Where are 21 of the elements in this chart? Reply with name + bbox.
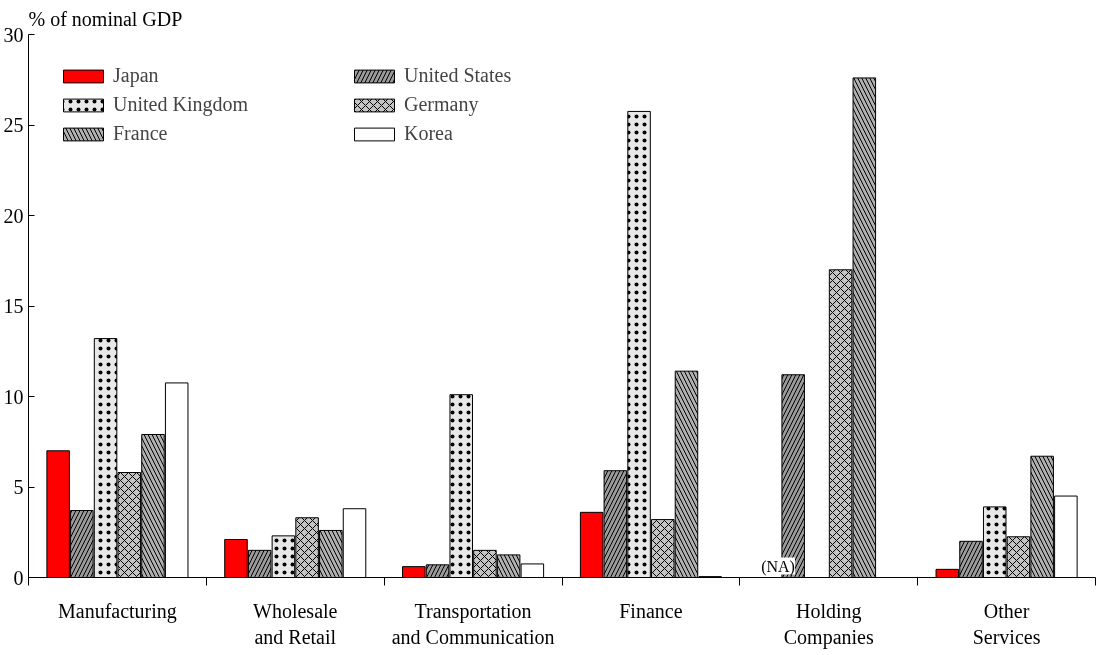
y-tick-label: 0 [13,566,24,589]
y-tick-label: 10 [3,385,24,408]
annotation: (NA) [761,557,795,576]
x-tick-label: Other Services [972,599,1041,648]
y-tick-label: 30 [3,23,24,46]
x-tick-label: Wholesale and Retail [253,599,338,648]
y-tick-label: 15 [3,295,24,317]
x-tick-label: Finance [619,599,683,622]
legend-label: France [113,122,169,145]
x-tick-label: Holding Companies [783,599,874,649]
legend-label: Germany [404,93,480,116]
y-tick-label: 25 [3,114,24,136]
legend-label: Korea [404,122,454,145]
y-tick-label: 20 [3,204,24,227]
legend-label: United Kingdom [113,93,249,116]
legend-label: Japan [113,64,160,87]
y-tick-label: 5 [13,476,24,498]
x-tick-label: Transportation and Communication [391,599,555,648]
x-tick-label: Manufacturing [57,599,177,623]
y-axis-title: % of nominal GDP [28,7,183,30]
legend-label: United States [404,64,513,87]
